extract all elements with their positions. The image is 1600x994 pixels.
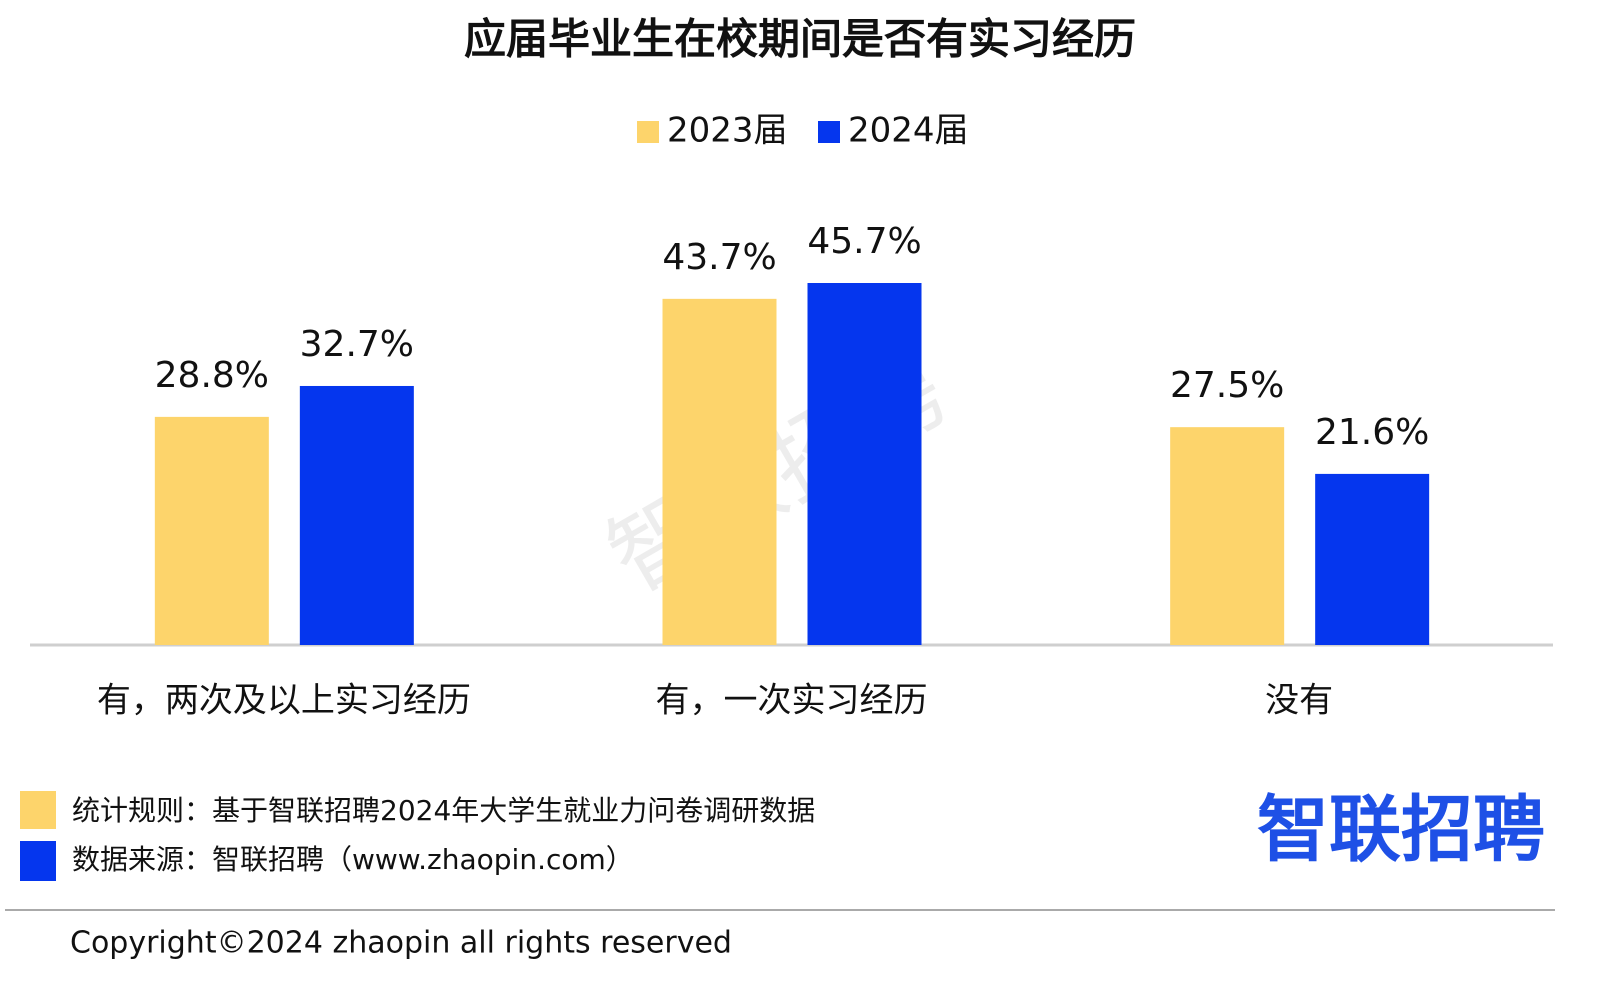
copyright: Copyright©2024 zhaopin all rights reserv… xyxy=(70,926,732,961)
legend-swatch xyxy=(818,121,840,143)
bar xyxy=(662,298,777,645)
bar xyxy=(1315,473,1430,645)
legend-swatch xyxy=(637,121,659,143)
x-tick-label: 有，两次及以上实习经历 xyxy=(97,681,471,721)
value-label: 21.6% xyxy=(1315,412,1429,453)
note-swatch xyxy=(20,841,56,881)
value-label: 27.5% xyxy=(1170,365,1284,406)
value-label: 28.8% xyxy=(155,355,269,396)
x-tick-label: 没有 xyxy=(1265,681,1333,721)
chart-title: 应届毕业生在校期间是否有实习经历 xyxy=(464,15,1136,64)
legend-label: 2024届 xyxy=(848,111,969,151)
value-label: 43.7% xyxy=(662,237,776,278)
value-label: 45.7% xyxy=(807,221,921,262)
value-label: 32.7% xyxy=(300,324,414,365)
note: 数据来源：智联招聘（www.zhaopin.com） xyxy=(72,843,634,876)
note: 统计规则：基于智联招聘2024年大学生就业力问卷调研数据 xyxy=(72,794,815,827)
bar xyxy=(299,385,414,645)
logo: 智联招聘 xyxy=(1257,788,1545,872)
x-tick-label: 有，一次实习经历 xyxy=(656,681,928,721)
bar xyxy=(154,416,269,645)
note-swatch xyxy=(20,791,56,829)
bar xyxy=(1170,427,1285,645)
bar xyxy=(807,283,922,645)
legend-label: 2023届 xyxy=(667,111,788,151)
